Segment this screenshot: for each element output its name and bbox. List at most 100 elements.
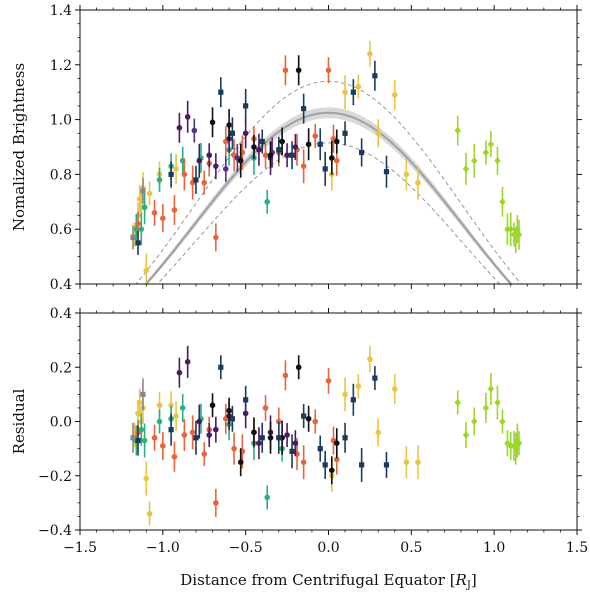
data-point <box>251 429 257 436</box>
data-point <box>226 122 232 128</box>
data-point <box>168 427 174 433</box>
data-point <box>181 432 188 438</box>
data-point <box>251 144 257 150</box>
data-point <box>181 171 188 178</box>
data-point <box>136 399 143 406</box>
data-point <box>264 494 271 501</box>
data-point <box>342 391 348 398</box>
data-point <box>135 240 141 246</box>
plot-area <box>130 345 523 526</box>
x-tick-label: 1.0 <box>483 540 505 556</box>
data-point <box>494 156 501 165</box>
data-point <box>284 152 290 159</box>
data-point <box>229 130 236 136</box>
data-point <box>292 440 299 447</box>
y-tick-label: 1.2 <box>50 58 72 74</box>
data-point <box>229 416 236 422</box>
data-point <box>305 141 312 148</box>
data-point <box>201 451 208 457</box>
data-point <box>454 398 461 407</box>
data-point <box>375 429 382 436</box>
data-point <box>312 133 319 139</box>
data-point <box>267 152 274 159</box>
data-point <box>171 207 178 213</box>
data-point <box>301 413 307 419</box>
data-point <box>189 429 196 436</box>
data-point <box>471 156 478 165</box>
x-tick-label: −1.0 <box>146 540 180 556</box>
y-axis-label: Nomalized Brightness <box>10 63 28 231</box>
data-point <box>218 364 224 370</box>
y-tick-label: 0.4 <box>50 306 72 322</box>
data-point <box>342 89 348 95</box>
x-tick-label: −1.5 <box>63 540 97 556</box>
data-point <box>499 198 506 206</box>
data-point <box>292 144 299 150</box>
data-point <box>312 418 319 425</box>
data-point <box>146 510 153 517</box>
data-point <box>375 130 382 137</box>
x-axis-label: Distance from Centrifugal Equator [RJ] <box>180 571 476 591</box>
data-point <box>146 190 153 197</box>
data-point <box>156 418 163 425</box>
data-point <box>201 179 208 186</box>
y-tick-label: 0.4 <box>50 277 72 293</box>
data-point <box>206 432 213 438</box>
panel-bottom: −0.4 −0.2 0.0 0.2 0.4 −1.5 −1.0 −0.5 0.0 0.5 1.0 1.… <box>10 306 588 591</box>
data-point <box>289 448 295 454</box>
data-point <box>482 148 490 157</box>
plot-area <box>130 40 523 284</box>
data-point <box>282 372 289 379</box>
data-point <box>141 204 148 211</box>
data-point <box>213 163 219 169</box>
data-point <box>135 220 141 227</box>
data-point <box>237 459 244 465</box>
y-tick-label: −0.2 <box>38 469 72 485</box>
data-point <box>391 386 398 392</box>
data-point <box>168 171 174 177</box>
data-point <box>196 157 203 164</box>
data-point <box>355 83 362 90</box>
data-point <box>295 364 302 371</box>
envelope-curve-2 <box>156 142 501 284</box>
x-tick-label: 0.0 <box>317 540 339 556</box>
data-point <box>160 215 166 222</box>
data-point <box>372 375 378 381</box>
data-point <box>168 402 174 409</box>
data-point <box>173 413 179 419</box>
data-point <box>350 397 356 403</box>
data-point <box>259 435 265 441</box>
data-point <box>243 103 249 109</box>
data-point <box>403 459 410 465</box>
data-point <box>295 67 302 74</box>
data-point <box>160 443 166 449</box>
data-point <box>512 444 519 453</box>
data-point <box>515 230 523 239</box>
data-point <box>301 106 307 112</box>
data-point <box>359 149 365 156</box>
data-point <box>206 152 213 159</box>
data-point <box>372 73 378 79</box>
data-point <box>191 127 198 134</box>
data-point <box>213 426 219 433</box>
plot-frame <box>79 9 578 285</box>
data-point <box>209 119 216 126</box>
data-point <box>494 398 501 407</box>
data-point <box>171 453 178 460</box>
data-point <box>300 459 307 465</box>
data-point <box>342 130 348 136</box>
data-point <box>179 405 186 411</box>
data-point <box>184 359 191 365</box>
data-point <box>264 199 271 205</box>
data-point <box>143 267 150 274</box>
data-point <box>322 166 328 172</box>
data-point <box>462 165 470 173</box>
data-point <box>237 157 244 164</box>
data-point <box>325 67 332 74</box>
data-point <box>173 166 179 172</box>
data-point <box>151 209 158 216</box>
data-point <box>391 92 398 98</box>
data-point <box>507 225 514 233</box>
